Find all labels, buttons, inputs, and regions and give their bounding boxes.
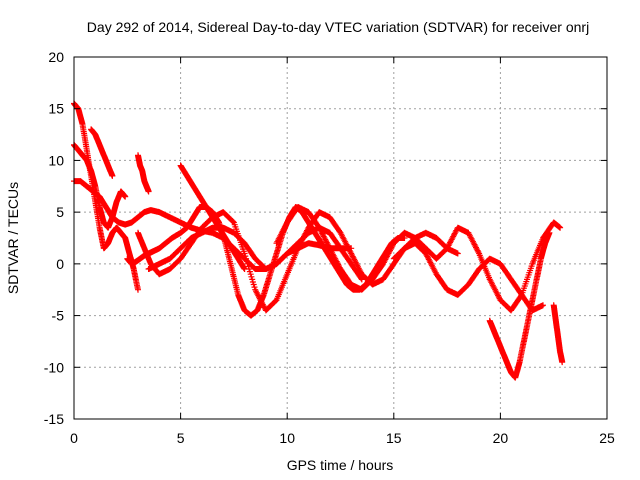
x-axis-label: GPS time / hours xyxy=(287,457,394,473)
data-series-arc-10 xyxy=(273,204,564,314)
data-series-arc-9 xyxy=(177,162,248,272)
chart-title: Day 292 of 2014, Sidereal Day-to-day VTE… xyxy=(87,19,589,35)
x-tick-label: 0 xyxy=(70,430,78,446)
plot-frame xyxy=(73,56,608,420)
data-series-arc-7 xyxy=(135,152,152,195)
data-series-arc-4 xyxy=(88,126,116,179)
y-tick-label: -15 xyxy=(44,411,64,427)
y-tick-label: 15 xyxy=(48,101,64,117)
data-layer xyxy=(71,100,566,381)
y-axis-label: SDTVAR / TECUs xyxy=(5,182,21,294)
tick-layer: 0 5 10 15 20 25 -15 -10 -5 0 5 10 15 20 xyxy=(44,49,615,446)
data-series-arc-13 xyxy=(550,302,566,366)
x-tick-label: 15 xyxy=(386,430,402,446)
y-tick-label: 0 xyxy=(56,256,64,272)
x-tick-label: 25 xyxy=(599,430,615,446)
x-tick-label: 10 xyxy=(279,430,295,446)
y-tick-label: -5 xyxy=(52,308,65,324)
y-tick-label: -10 xyxy=(44,359,64,375)
y-tick-label: 20 xyxy=(48,49,64,65)
y-tick-label: 5 xyxy=(56,204,64,220)
data-series-arc-12 xyxy=(486,229,553,381)
data-series-arc-11 xyxy=(390,240,546,314)
y-tick-label: 10 xyxy=(48,152,64,168)
x-tick-label: 20 xyxy=(493,430,509,446)
x-tick-label: 5 xyxy=(177,430,185,446)
